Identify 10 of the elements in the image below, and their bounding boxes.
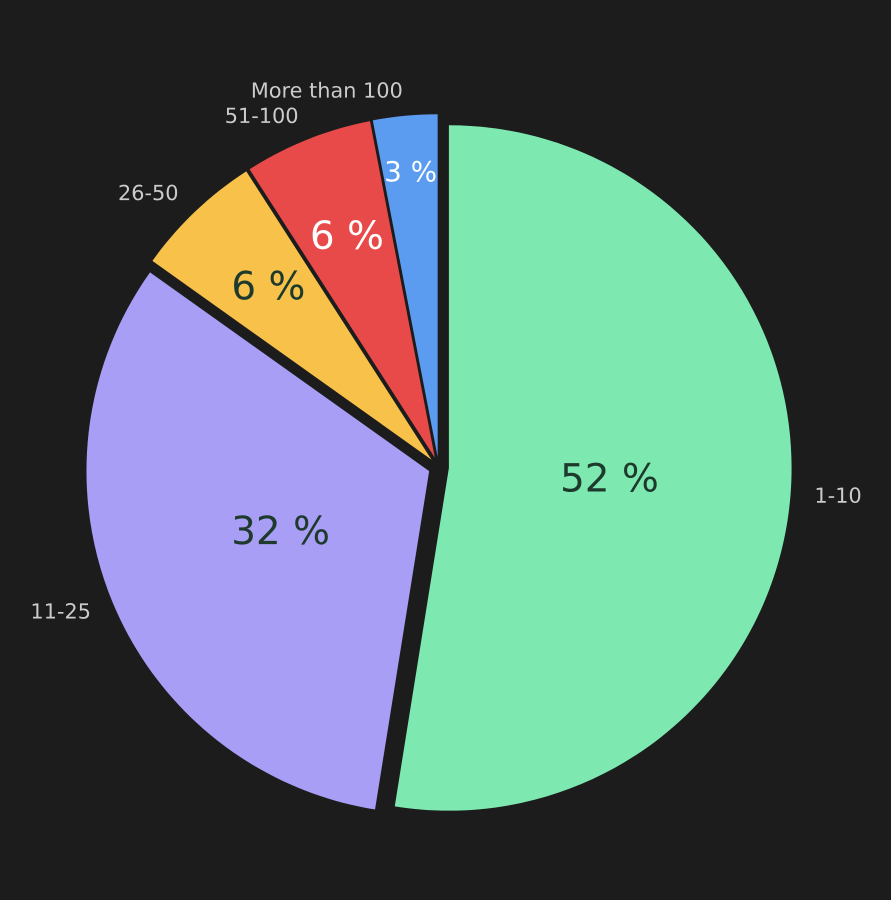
slice-label: 51-100: [226, 107, 298, 124]
slice-label: More than 100: [252, 82, 402, 98]
data-label: 3 %: [386, 160, 436, 182]
slice-label: 11-25: [32, 603, 90, 619]
data-label: 6 %: [234, 270, 304, 300]
slice-label: 26-50: [120, 184, 178, 200]
data-label: 52 %: [563, 462, 657, 492]
data-label: 32 %: [234, 515, 328, 545]
slice-label: 1-10: [816, 487, 860, 504]
data-label: 6 %: [312, 220, 382, 250]
